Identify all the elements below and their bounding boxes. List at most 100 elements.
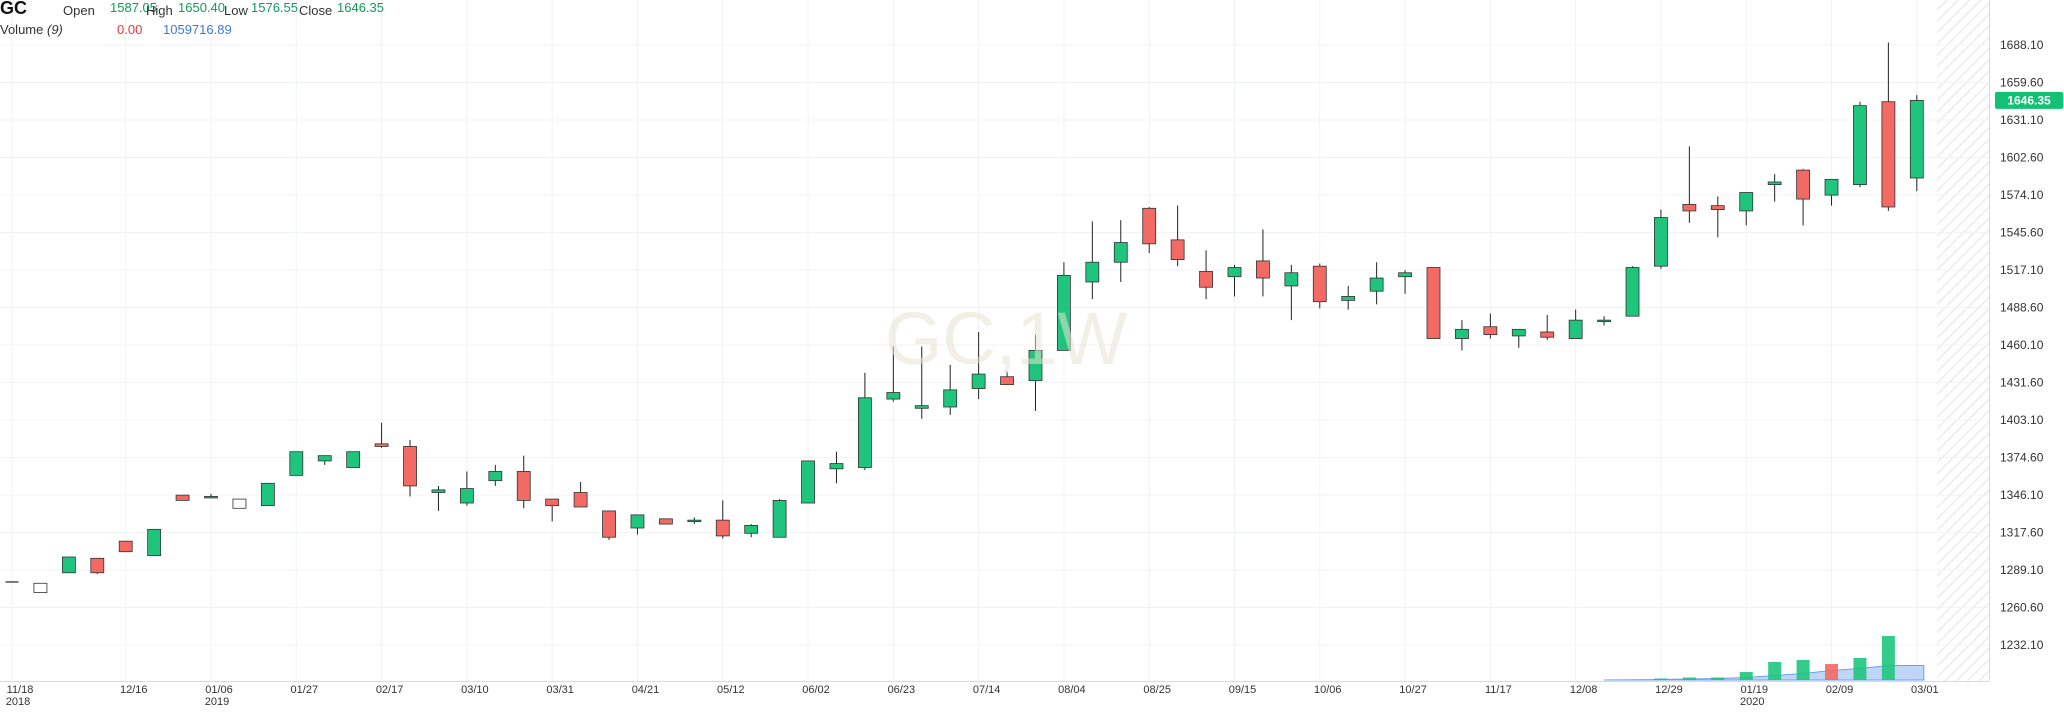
candle — [630, 514, 645, 535]
volume-bar — [1739, 672, 1753, 680]
candle — [1767, 174, 1782, 202]
volume-bar — [1881, 636, 1895, 680]
candle — [374, 422, 389, 448]
candle — [1426, 267, 1441, 339]
price-tick-label: 1260.60 — [2000, 601, 2044, 615]
time-tick-label: 11/18 — [7, 684, 34, 696]
candle — [602, 510, 616, 540]
time-tick-label: 06/23 — [888, 684, 916, 696]
volume-value: 0.00 — [117, 22, 143, 37]
price-tick-label: 1403.10 — [2000, 413, 2044, 427]
candle-body — [260, 482, 275, 507]
candle — [545, 498, 560, 522]
price-tick-label: 1289.10 — [2000, 563, 2044, 577]
open-value: 1587.05 — [110, 0, 157, 15]
time-tick-label: 01/27 — [291, 684, 319, 696]
time-tick-year: 2018 — [6, 696, 30, 708]
volume-bar — [1654, 678, 1668, 680]
low-label: Low — [224, 3, 248, 18]
open-label: Open — [63, 3, 95, 18]
symbol-label[interactable]: GC — [0, 0, 27, 18]
time-tick-year: 2019 — [205, 696, 229, 708]
candle — [801, 460, 815, 504]
candle — [403, 439, 417, 497]
candle-body — [147, 528, 162, 557]
candle — [1710, 196, 1725, 238]
time-tick-label: 12/29 — [1655, 684, 1683, 696]
candle — [886, 346, 901, 402]
candle-body — [1057, 274, 1071, 351]
candle-body — [1568, 319, 1583, 339]
candle-body — [1341, 296, 1356, 301]
candle — [914, 346, 929, 419]
close-label: Close — [299, 3, 333, 18]
price-tick-label: 1317.60 — [2000, 526, 2044, 540]
time-tick-label: 08/25 — [1143, 684, 1171, 696]
candle-body — [1483, 326, 1498, 336]
candle-body — [801, 460, 815, 504]
candle-body — [943, 389, 958, 408]
candle-body — [1739, 192, 1754, 212]
candle — [1369, 262, 1384, 305]
volume-bar — [1711, 677, 1725, 680]
candle — [1142, 206, 1157, 254]
candle-body — [971, 373, 986, 389]
candle-body — [317, 455, 332, 462]
future-area-hatch — [1937, 0, 1989, 681]
candle — [289, 451, 304, 476]
candle — [1909, 95, 1924, 192]
candle-body — [886, 392, 901, 400]
volume-bar — [1682, 677, 1696, 680]
last-price-badge — [1995, 91, 2063, 109]
candle — [431, 485, 446, 511]
candle-body — [1540, 331, 1555, 338]
candle — [1568, 309, 1583, 339]
time-tick-label: 07/14 — [973, 684, 1001, 696]
candle — [1000, 371, 1014, 386]
high-value: 1650.40 — [178, 0, 225, 15]
candle — [175, 494, 190, 501]
candle-body — [715, 519, 730, 537]
price-tick-label: 1488.60 — [2000, 301, 2044, 315]
volume-pane — [1604, 636, 1925, 681]
candle-body — [1597, 319, 1611, 323]
price-tick-label: 1659.60 — [2000, 76, 2044, 90]
time-tick-label: 10/06 — [1314, 684, 1342, 696]
price-axis[interactable]: 1232.10 1260.60 1289.10 1317.60 1346.10 1374.… — [2000, 38, 2044, 652]
time-tick-label: 03/31 — [546, 684, 574, 696]
candle-body — [403, 446, 417, 487]
candle-body — [1710, 205, 1725, 211]
candle — [516, 455, 531, 509]
candle-body — [90, 557, 105, 574]
candle — [346, 451, 361, 468]
price-tick-label: 1602.60 — [2000, 151, 2044, 165]
time-tick-label: 05/12 — [717, 684, 745, 696]
time-tick-label: 01/19 — [1740, 684, 1768, 696]
candle-body — [1170, 239, 1185, 261]
time-tick-label: 01/06 — [205, 684, 233, 696]
candle — [488, 464, 503, 486]
candle — [61, 556, 76, 574]
candle — [260, 482, 275, 507]
candle — [1796, 168, 1810, 226]
candle — [90, 557, 105, 575]
candle-body — [1312, 265, 1327, 303]
candle-body — [1426, 267, 1441, 339]
last-price-marker: 1646.35 — [1995, 91, 2063, 109]
candle — [1256, 229, 1270, 297]
high-label: High — [146, 3, 173, 18]
candle-body — [744, 524, 759, 534]
candle — [1085, 221, 1100, 300]
candle-body — [1824, 178, 1839, 196]
candle-body — [1625, 267, 1640, 317]
candle-body — [602, 510, 616, 538]
volume-bar — [1825, 664, 1839, 680]
candle — [1227, 264, 1242, 297]
candle-body — [1113, 242, 1128, 263]
candle — [1540, 314, 1555, 340]
candle — [1199, 250, 1213, 300]
candle — [744, 524, 759, 538]
